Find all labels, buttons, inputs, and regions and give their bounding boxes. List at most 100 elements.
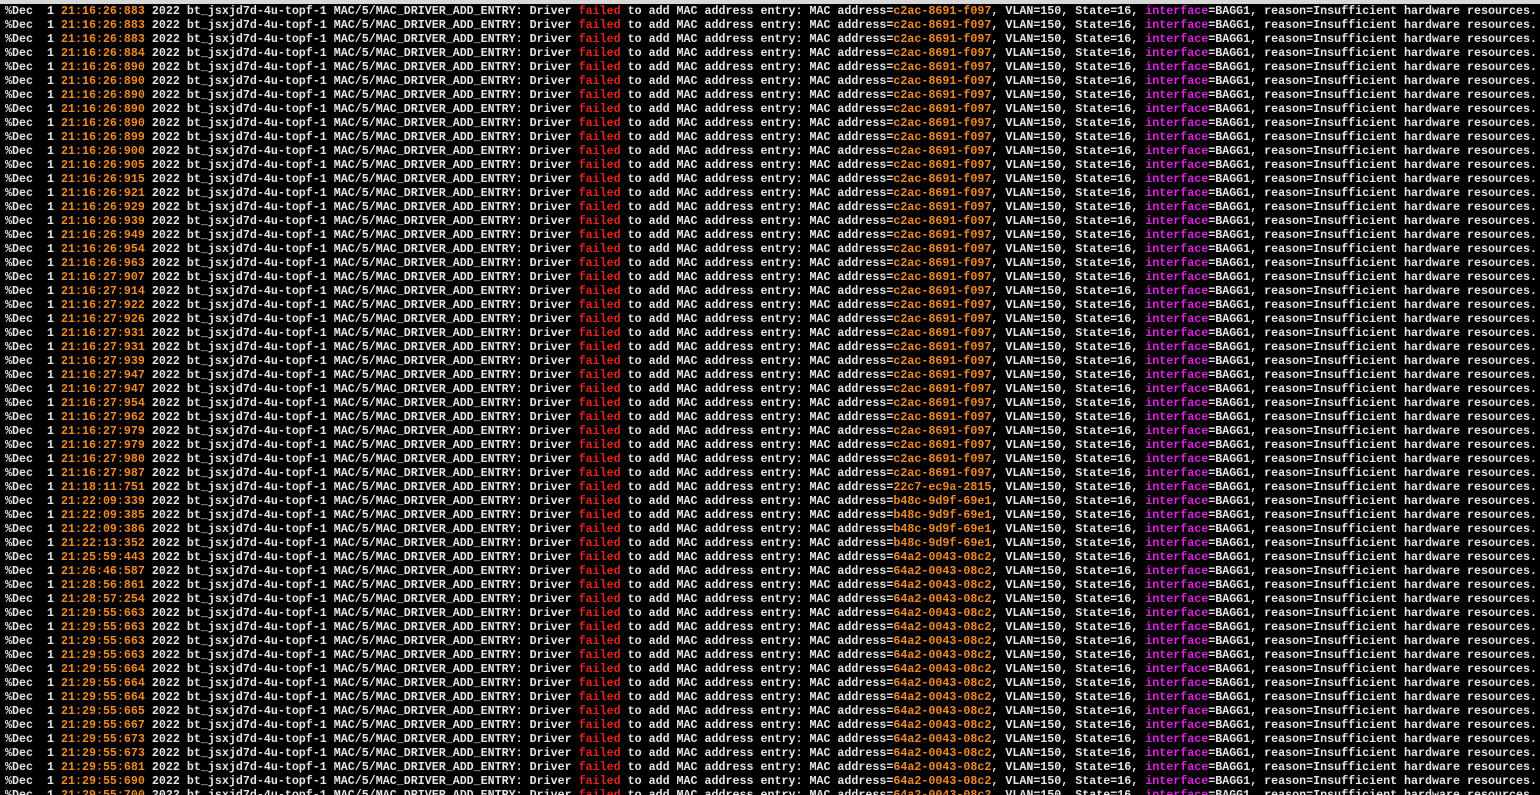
log-timestamp: 21:29:55:681 [60, 760, 145, 774]
log-interface-keyword: interface [1145, 18, 1209, 32]
log-date: %Dec 1 [5, 480, 61, 494]
log-date: %Dec 1 [5, 690, 61, 704]
log-failed-keyword: failed [578, 200, 621, 214]
log-line: %Dec 1 21:29:55:663 2022 bt_jsxjd7d-4u-t… [0, 606, 1540, 620]
log-interface-keyword: interface [1145, 494, 1209, 508]
log-source: 2022 bt_jsxjd7d-4u-topf-1 MAC/5/MAC_DRIV… [144, 340, 579, 354]
log-timestamp: 21:16:27:987 [60, 466, 145, 480]
log-line: %Dec 1 21:29:55:664 2022 bt_jsxjd7d-4u-t… [0, 690, 1540, 704]
log-source: 2022 bt_jsxjd7d-4u-topf-1 MAC/5/MAC_DRIV… [144, 88, 579, 102]
log-failed-keyword: failed [578, 718, 621, 732]
log-interface-keyword: interface [1145, 760, 1209, 774]
log-reason: =BAGG1, reason=Insufficient hardware res… [1208, 522, 1537, 536]
log-failed-keyword: failed [578, 102, 621, 116]
log-timestamp: 21:18:11:751 [60, 480, 145, 494]
log-date: %Dec 1 [5, 116, 61, 130]
log-message: to add MAC address entry: MAC address= [620, 214, 894, 228]
log-failed-keyword: failed [578, 60, 621, 74]
log-vlan-state: , VLAN=150, State=16, [991, 186, 1146, 200]
log-line: %Dec 1 21:26:46:587 2022 bt_jsxjd7d-4u-t… [0, 564, 1540, 578]
log-message: to add MAC address entry: MAC address= [620, 116, 894, 130]
log-interface-keyword: interface [1145, 46, 1209, 60]
log-vlan-state: , VLAN=150, State=16, [991, 690, 1146, 704]
log-failed-keyword: failed [578, 116, 621, 130]
log-reason: =BAGG1, reason=Insufficient hardware res… [1208, 4, 1537, 18]
log-timestamp: 21:22:09:385 [60, 508, 145, 522]
log-line: %Dec 1 21:29:55:664 2022 bt_jsxjd7d-4u-t… [0, 676, 1540, 690]
log-date: %Dec 1 [5, 74, 61, 88]
log-failed-keyword: failed [578, 144, 621, 158]
log-line: %Dec 1 21:16:26:883 2022 bt_jsxjd7d-4u-t… [0, 32, 1540, 46]
log-mac-address: c2ac-8691-f097 [893, 102, 992, 116]
log-failed-keyword: failed [578, 788, 621, 795]
log-interface-keyword: interface [1145, 466, 1209, 480]
log-reason: =BAGG1, reason=Insufficient hardware res… [1208, 648, 1537, 662]
log-source: 2022 bt_jsxjd7d-4u-topf-1 MAC/5/MAC_DRIV… [144, 158, 579, 172]
log-message: to add MAC address entry: MAC address= [620, 662, 894, 676]
log-vlan-state: , VLAN=150, State=16, [991, 46, 1146, 60]
log-line: %Dec 1 21:16:27:987 2022 bt_jsxjd7d-4u-t… [0, 466, 1540, 480]
log-timestamp: 21:16:26:883 [60, 18, 145, 32]
log-reason: =BAGG1, reason=Insufficient hardware res… [1208, 340, 1537, 354]
log-mac-address: 64a2-0043-08c2 [893, 662, 992, 676]
log-vlan-state: , VLAN=150, State=16, [991, 312, 1146, 326]
log-reason: =BAGG1, reason=Insufficient hardware res… [1208, 774, 1537, 788]
log-timestamp: 21:16:26:890 [60, 116, 145, 130]
log-mac-address: c2ac-8691-f097 [893, 396, 992, 410]
log-mac-address: 64a2-0043-08c2 [893, 746, 992, 760]
log-line: %Dec 1 21:22:13:352 2022 bt_jsxjd7d-4u-t… [0, 536, 1540, 550]
log-message: to add MAC address entry: MAC address= [620, 452, 894, 466]
log-vlan-state: , VLAN=150, State=16, [991, 760, 1146, 774]
log-failed-keyword: failed [578, 214, 621, 228]
log-message: to add MAC address entry: MAC address= [620, 606, 894, 620]
log-line: %Dec 1 21:29:55:673 2022 bt_jsxjd7d-4u-t… [0, 732, 1540, 746]
log-source: 2022 bt_jsxjd7d-4u-topf-1 MAC/5/MAC_DRIV… [144, 130, 579, 144]
log-reason: =BAGG1, reason=Insufficient hardware res… [1208, 760, 1537, 774]
terminal-output[interactable]: %Dec 1 21:16:26:883 2022 bt_jsxjd7d-4u-t… [0, 4, 1540, 795]
log-vlan-state: , VLAN=150, State=16, [991, 606, 1146, 620]
log-source: 2022 bt_jsxjd7d-4u-topf-1 MAC/5/MAC_DRIV… [144, 564, 579, 578]
log-date: %Dec 1 [5, 578, 61, 592]
log-interface-keyword: interface [1145, 312, 1209, 326]
log-mac-address: c2ac-8691-f097 [893, 60, 992, 74]
log-vlan-state: , VLAN=150, State=16, [991, 130, 1146, 144]
log-failed-keyword: failed [578, 382, 621, 396]
log-interface-keyword: interface [1145, 676, 1209, 690]
log-source: 2022 bt_jsxjd7d-4u-topf-1 MAC/5/MAC_DRIV… [144, 662, 579, 676]
log-interface-keyword: interface [1145, 746, 1209, 760]
log-date: %Dec 1 [5, 508, 61, 522]
log-timestamp: 21:16:27:947 [60, 382, 145, 396]
log-failed-keyword: failed [578, 564, 621, 578]
log-date: %Dec 1 [5, 760, 61, 774]
log-message: to add MAC address entry: MAC address= [620, 690, 894, 704]
log-timestamp: 21:22:09:339 [60, 494, 145, 508]
log-timestamp: 21:28:56:861 [60, 578, 145, 592]
log-message: to add MAC address entry: MAC address= [620, 522, 894, 536]
log-mac-address: 22c7-ec9a-2815 [893, 480, 992, 494]
log-source: 2022 bt_jsxjd7d-4u-topf-1 MAC/5/MAC_DRIV… [144, 256, 579, 270]
log-failed-keyword: failed [578, 452, 621, 466]
log-source: 2022 bt_jsxjd7d-4u-topf-1 MAC/5/MAC_DRIV… [144, 494, 579, 508]
log-timestamp: 21:16:26:954 [60, 242, 145, 256]
log-source: 2022 bt_jsxjd7d-4u-topf-1 MAC/5/MAC_DRIV… [144, 536, 579, 550]
log-reason: =BAGG1, reason=Insufficient hardware res… [1208, 74, 1537, 88]
log-date: %Dec 1 [5, 312, 61, 326]
log-reason: =BAGG1, reason=Insufficient hardware res… [1208, 368, 1537, 382]
log-mac-address: 64a2-0043-08c2 [893, 788, 992, 795]
log-mac-address: 64a2-0043-08c2 [893, 718, 992, 732]
log-timestamp: 21:29:55:664 [60, 676, 145, 690]
log-vlan-state: , VLAN=150, State=16, [991, 774, 1146, 788]
log-message: to add MAC address entry: MAC address= [620, 410, 894, 424]
log-reason: =BAGG1, reason=Insufficient hardware res… [1208, 788, 1537, 795]
log-reason: =BAGG1, reason=Insufficient hardware res… [1208, 228, 1537, 242]
log-vlan-state: , VLAN=150, State=16, [991, 102, 1146, 116]
log-vlan-state: , VLAN=150, State=16, [991, 564, 1146, 578]
log-reason: =BAGG1, reason=Insufficient hardware res… [1208, 102, 1537, 116]
log-vlan-state: , VLAN=150, State=16, [991, 284, 1146, 298]
log-line: %Dec 1 21:29:55:700 2022 bt_jsxjd7d-4u-t… [0, 788, 1540, 795]
log-interface-keyword: interface [1145, 326, 1209, 340]
log-reason: =BAGG1, reason=Insufficient hardware res… [1208, 438, 1537, 452]
log-vlan-state: , VLAN=150, State=16, [991, 718, 1146, 732]
log-mac-address: c2ac-8691-f097 [893, 466, 992, 480]
log-interface-keyword: interface [1145, 704, 1209, 718]
